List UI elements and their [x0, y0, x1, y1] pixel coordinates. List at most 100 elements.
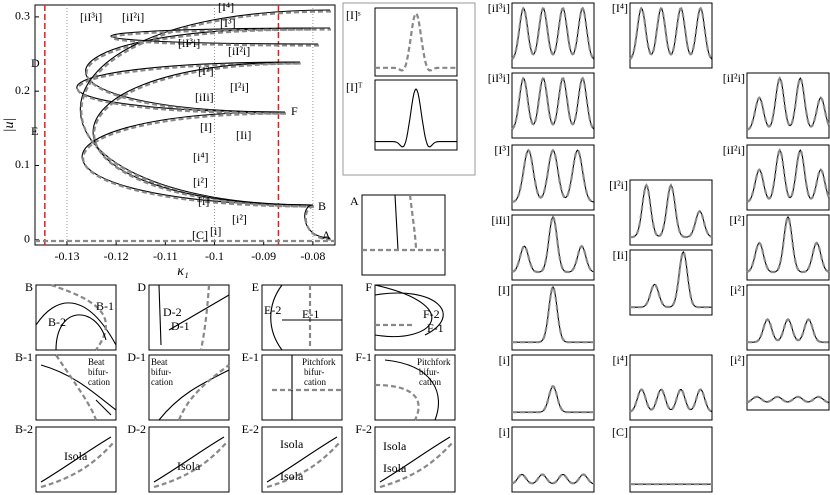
- point-label: A: [322, 228, 331, 242]
- detail-label: F-2: [355, 422, 372, 436]
- detail-note: Isola: [280, 437, 304, 451]
- profile-curve: [629, 388, 713, 413]
- profile-frame: [511, 426, 595, 493]
- profile-curve: [746, 396, 830, 404]
- profile-curve: [511, 6, 595, 60]
- detail-note: bifur-: [419, 367, 439, 377]
- y-tick-label: 0.3: [15, 9, 30, 23]
- x-tick-label: -0.11: [153, 249, 178, 263]
- profile-frame: [629, 426, 713, 493]
- detail-note: E-2: [264, 303, 281, 317]
- point-label: E: [31, 124, 38, 138]
- branch: [76, 62, 302, 115]
- branch: [110, 27, 331, 45]
- y-tick-label: 0: [24, 232, 30, 246]
- detail-note: bifur-: [151, 367, 171, 377]
- profile-label: [Ii]: [613, 248, 628, 262]
- branch: [85, 27, 311, 113]
- detail-curve: [177, 364, 230, 421]
- detail-note: D-1: [171, 319, 190, 333]
- detail-note: F-2: [423, 307, 440, 321]
- curve-label: [i²]: [193, 175, 208, 189]
- profile-label: [i]: [499, 425, 510, 439]
- curve-label: [Ii]: [236, 128, 251, 142]
- detail-curve: [55, 314, 107, 351]
- inset-t-frame: [374, 79, 458, 151]
- detail-note: cation: [304, 377, 326, 387]
- branch: [82, 112, 315, 208]
- detail-curve: [153, 441, 228, 489]
- detail-label: D-2: [127, 422, 146, 436]
- profile-label: [i]: [499, 353, 510, 367]
- profile-label: [I²]: [729, 213, 745, 227]
- detail-curve: [153, 436, 225, 483]
- x-tick-label: -0.12: [104, 249, 129, 263]
- profile-frame: [629, 249, 713, 316]
- detail-note: Pitchfork: [417, 357, 451, 367]
- profile-curve: [746, 148, 830, 203]
- detail-note: bifur-: [304, 367, 324, 377]
- profile-curve: [746, 214, 830, 274]
- detail-note: Beat: [151, 357, 168, 367]
- inset-a-frame: [361, 194, 446, 276]
- profile-curve: [630, 249, 712, 309]
- detail-label: D-1: [127, 350, 146, 364]
- detail-curve: [95, 399, 112, 416]
- curve-label: [I]: [200, 120, 212, 134]
- y-tick-label: 0.2: [15, 83, 30, 97]
- profile-frame: [629, 354, 713, 421]
- profile-curve: [629, 7, 713, 60]
- curve-label: [iIi]: [195, 90, 214, 104]
- inset-t-profile: [375, 88, 457, 148]
- profile-label: [i²]: [730, 283, 745, 297]
- detail-curve: [40, 364, 117, 411]
- profile-curve: [511, 214, 595, 274]
- profile-frame: [746, 144, 830, 211]
- inset-t-label: [I]ᵀ: [346, 80, 363, 94]
- point-label: D: [31, 56, 40, 70]
- detail-curve: [55, 354, 98, 421]
- inset-a-curve: [394, 194, 399, 251]
- detail-curve: [374, 292, 444, 336]
- profile-frame: [511, 72, 595, 139]
- detail-note: E-1: [302, 307, 319, 321]
- detail-note: Isola: [64, 449, 88, 463]
- profile-frame: [746, 214, 830, 281]
- profile-label: [iI³i]: [488, 71, 510, 85]
- profile-curve: [511, 215, 595, 273]
- profile-frame: [629, 2, 713, 69]
- profile-curve: [512, 285, 594, 343]
- point-label: B: [318, 199, 326, 213]
- detail-frame: [261, 354, 343, 421]
- detail-label: B-1: [15, 350, 33, 364]
- point-label: F: [291, 104, 298, 118]
- profile-frame: [511, 284, 595, 351]
- profile-label: [I³]: [494, 143, 510, 157]
- profile-label: [I⁴]: [612, 1, 628, 15]
- detail-curve: [168, 294, 230, 331]
- detail-frame: [261, 284, 343, 351]
- detail-note: Isola: [383, 461, 407, 475]
- profile-curve: [511, 148, 595, 204]
- profile-curve: [511, 473, 595, 485]
- profile-curve: [511, 7, 595, 60]
- profile-label: [C]: [612, 425, 628, 439]
- profile-label: [i⁴]: [612, 353, 628, 367]
- detail-curve: [40, 441, 115, 489]
- detail-curve: [270, 284, 283, 351]
- branch: [85, 28, 312, 115]
- detail-frame: [35, 354, 117, 421]
- detail-note: Isola: [177, 459, 201, 473]
- branch: [304, 205, 332, 241]
- profile-curve: [746, 215, 830, 273]
- profile-curve: [746, 76, 830, 131]
- detail-curve: [158, 369, 230, 421]
- detail-curve: [379, 436, 451, 483]
- branch: [93, 62, 315, 208]
- detail-label: E: [252, 280, 259, 294]
- inset-box: [342, 2, 476, 176]
- detail-note: Isola: [383, 439, 407, 453]
- x-tick-label: -0.08: [300, 249, 325, 263]
- detail-label: E-2: [242, 422, 259, 436]
